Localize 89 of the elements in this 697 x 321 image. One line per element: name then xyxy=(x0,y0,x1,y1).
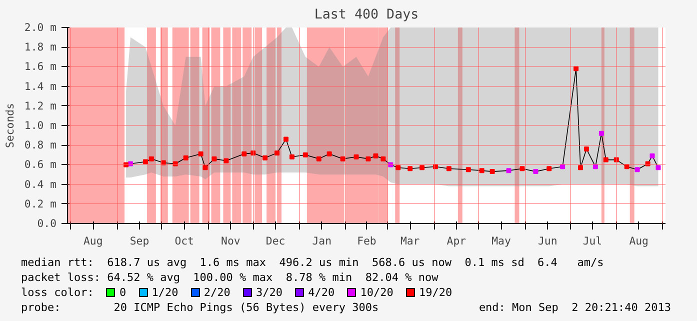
y-tick-label: 0.4 m xyxy=(24,178,56,191)
x-tick-label: Feb xyxy=(357,234,376,248)
point xyxy=(172,161,178,166)
point xyxy=(289,154,294,160)
legend-label: 10/20 xyxy=(360,286,394,299)
point xyxy=(373,153,378,158)
point xyxy=(466,167,471,172)
point xyxy=(316,156,322,162)
y-tick-label: 0.6 m xyxy=(24,158,56,172)
point xyxy=(198,151,204,156)
legend-label: 1/20 xyxy=(152,286,178,299)
point xyxy=(340,156,346,162)
point xyxy=(479,168,484,174)
point xyxy=(274,150,280,156)
y-tick-label: 0.8 m xyxy=(24,138,56,152)
y-tick-label: 1.8 m xyxy=(24,40,56,54)
point xyxy=(645,161,650,166)
point xyxy=(242,151,247,156)
point xyxy=(506,168,512,174)
point xyxy=(584,146,589,152)
point xyxy=(128,161,134,166)
x-tick-label: Apr xyxy=(446,234,467,248)
point xyxy=(148,156,154,162)
y-tick-label: 2.0 m xyxy=(24,21,56,34)
legend-label: 3/20 xyxy=(256,286,282,299)
y-tick-label: 1.6 m xyxy=(24,60,56,74)
y-tick-label: 1.2 m xyxy=(24,99,56,112)
chart-title: Last 400 Days xyxy=(314,8,419,22)
y-tick-label: 0.0 xyxy=(37,217,57,230)
x-tick-label: May xyxy=(492,234,511,248)
legend-label: 2/20 xyxy=(204,286,230,299)
point xyxy=(420,165,425,170)
point xyxy=(574,66,579,72)
point xyxy=(578,165,584,170)
point xyxy=(624,164,630,170)
point xyxy=(446,166,452,172)
legend-label: 0 xyxy=(119,286,126,299)
point xyxy=(302,152,308,158)
point xyxy=(380,156,386,162)
point xyxy=(634,167,640,172)
y-tick-label: 1.0 m xyxy=(24,119,56,132)
point xyxy=(354,154,359,160)
point xyxy=(250,150,256,156)
x-tick-label: Mar xyxy=(400,234,420,248)
y-tick-label: 1.4 m xyxy=(24,80,56,93)
point xyxy=(614,157,619,162)
point xyxy=(490,169,495,174)
x-tick-label: Jun xyxy=(538,234,558,248)
point xyxy=(224,158,229,164)
x-tick-label: Dec xyxy=(266,234,286,248)
point xyxy=(202,165,208,170)
point xyxy=(212,156,217,162)
point xyxy=(598,130,604,136)
point xyxy=(408,166,413,172)
point xyxy=(283,136,288,142)
x-tick-label: Jan xyxy=(312,234,332,248)
text: median rtt: 618.7 us avg 1.6 ms max 496.2 us min 568.6 us now 0.1 ms sd 6.4 am/s xyxy=(21,255,605,270)
point xyxy=(388,162,394,168)
legend-label: 4/20 xyxy=(308,286,335,299)
x-tick-label: Nov xyxy=(221,234,240,248)
point xyxy=(160,160,166,166)
x-tick-label: Jul xyxy=(582,234,602,248)
point xyxy=(326,151,332,156)
point xyxy=(124,162,129,168)
legend-title: loss color: xyxy=(21,286,94,299)
x-tick-label: Aug xyxy=(84,234,103,248)
x-tick-label: Sep xyxy=(130,234,150,248)
point xyxy=(650,153,655,158)
point xyxy=(656,165,661,170)
point xyxy=(560,164,566,170)
point xyxy=(533,169,538,174)
point xyxy=(142,159,148,164)
point xyxy=(520,166,525,172)
text: packet loss: 64.52 % avg 100.00 % max 8.78 % min 82.04 % now xyxy=(21,270,440,285)
y-axis-title: Seconds xyxy=(3,103,16,148)
point xyxy=(432,164,438,170)
point xyxy=(262,155,268,160)
x-tick-label: Oct xyxy=(174,234,194,248)
point xyxy=(183,155,188,160)
x-tick-label: Aug xyxy=(629,234,648,248)
text: probe: 20 ICMP Echo Pings (56 Bytes) every 300s xyxy=(21,300,379,315)
point xyxy=(546,166,552,172)
point xyxy=(396,165,401,170)
y-tick-label: 0.2 m xyxy=(24,197,56,210)
legend-label: 19/20 xyxy=(418,286,452,299)
point xyxy=(603,157,608,162)
point xyxy=(592,164,598,170)
point xyxy=(366,156,371,162)
text: end: Mon Sep 2 20:21:40 2013 xyxy=(478,300,671,315)
